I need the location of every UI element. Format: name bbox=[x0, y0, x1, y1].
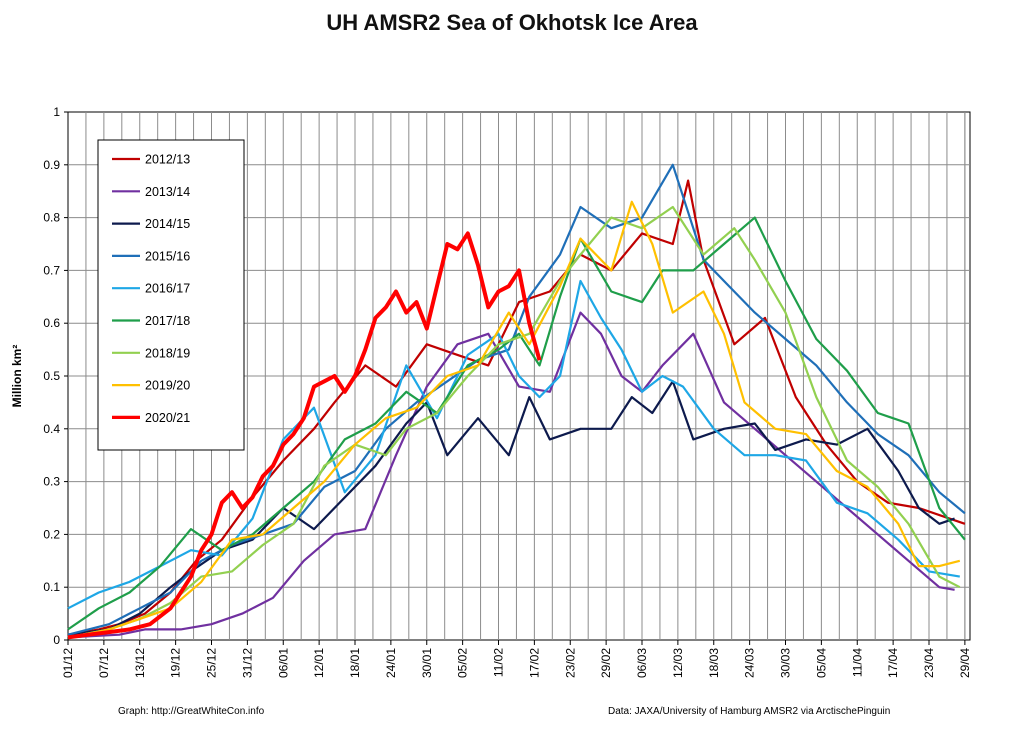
x-tick-label: 30/01 bbox=[420, 648, 434, 678]
x-tick-label: 05/04 bbox=[814, 648, 828, 678]
x-tick-label: 23/04 bbox=[922, 648, 936, 678]
y-tick-label: 0.4 bbox=[43, 422, 60, 436]
legend-label: 2019/20 bbox=[145, 379, 190, 393]
x-tick-label: 29/02 bbox=[599, 648, 613, 678]
y-axis-label: Million km² bbox=[10, 345, 24, 408]
series-line-2014-15 bbox=[67, 380, 955, 636]
y-tick-label: 0.2 bbox=[43, 527, 60, 541]
legend-label: 2013/14 bbox=[145, 185, 190, 199]
series-lines bbox=[67, 163, 966, 640]
data-credit: Data: JAXA/University of Hamburg AMSR2 v… bbox=[608, 706, 891, 717]
series-line-2012-13 bbox=[67, 179, 966, 636]
y-tick-label: 0.8 bbox=[43, 211, 60, 225]
x-tick-label: 12/01 bbox=[312, 648, 326, 678]
x-tick-label: 18/03 bbox=[707, 648, 721, 678]
x-tick-label: 25/12 bbox=[205, 648, 219, 678]
x-tick-label: 17/04 bbox=[886, 648, 900, 678]
x-tick-label: 06/01 bbox=[276, 648, 290, 678]
y-tick-label: 0.6 bbox=[43, 316, 60, 330]
y-tick-label: 1 bbox=[53, 105, 60, 119]
legend-label: 2017/18 bbox=[145, 314, 190, 328]
legend: 2012/13 2013/14 2014/15 2015/16 2016/17 2017/… bbox=[97, 139, 245, 451]
y-axis-ticks: 0 0.1 0.2 0.3 0.4 0.5 0.6 0.7 0.8 0.9 1 bbox=[43, 105, 68, 647]
series-line-2013-14 bbox=[67, 311, 955, 639]
y-tick-label: 0.3 bbox=[43, 475, 60, 489]
y-tick-label: 0.7 bbox=[43, 263, 60, 277]
y-tick-label: 0.5 bbox=[43, 369, 60, 383]
x-tick-label: 24/01 bbox=[384, 648, 398, 678]
legend-label: 2012/13 bbox=[145, 153, 190, 167]
series-line-2018-19 bbox=[67, 205, 961, 639]
x-axis-ticks: 01/12 07/12 13/12 19/12 25/12 31/12 06/01 12/01… bbox=[61, 640, 972, 678]
x-tick-label: 05/02 bbox=[456, 648, 470, 678]
series-line-2020-21 bbox=[67, 231, 542, 640]
x-tick-label: 19/12 bbox=[169, 648, 183, 678]
x-tick-label: 29/04 bbox=[958, 648, 972, 678]
x-tick-label: 12/03 bbox=[671, 648, 685, 678]
legend-label: 2018/19 bbox=[145, 346, 190, 360]
y-tick-label: 0.1 bbox=[43, 580, 60, 594]
x-tick-label: 18/01 bbox=[348, 648, 362, 678]
legend-label: 2015/16 bbox=[145, 249, 190, 263]
x-tick-label: 23/02 bbox=[563, 648, 577, 678]
chart-title: UH AMSR2 Sea of Okhotsk Ice Area bbox=[326, 10, 698, 35]
x-tick-label: 24/03 bbox=[743, 648, 757, 678]
legend-label: 2016/17 bbox=[145, 282, 190, 296]
x-tick-label: 11/02 bbox=[492, 648, 506, 677]
x-tick-label: 31/12 bbox=[240, 648, 254, 678]
legend-label: 2020/21 bbox=[145, 411, 190, 425]
series-line-2016-17 bbox=[67, 279, 960, 610]
x-tick-label: 06/03 bbox=[635, 648, 649, 678]
y-tick-label: 0 bbox=[53, 633, 60, 647]
series-line-2019-20 bbox=[67, 200, 961, 639]
x-tick-label: 07/12 bbox=[97, 648, 111, 678]
x-tick-label: 13/12 bbox=[133, 648, 147, 678]
x-tick-label: 11/04 bbox=[850, 648, 864, 677]
y-tick-label: 0.9 bbox=[43, 158, 60, 172]
graph-credit: Graph: http://GreatWhiteCon.info bbox=[118, 706, 265, 717]
x-tick-label: 17/02 bbox=[527, 648, 541, 678]
x-tick-label: 01/12 bbox=[61, 648, 75, 678]
x-tick-label: 30/03 bbox=[779, 648, 793, 678]
legend-label: 2014/15 bbox=[145, 217, 190, 231]
